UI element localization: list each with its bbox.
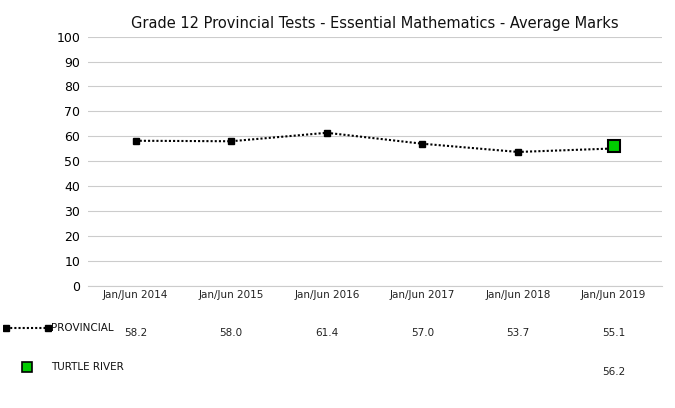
Text: Jan/Jun 2014: Jan/Jun 2014: [103, 290, 168, 300]
Text: PROVINCIAL: PROVINCIAL: [51, 324, 113, 333]
Text: Jan/Jun 2018: Jan/Jun 2018: [485, 290, 551, 300]
Text: 53.7: 53.7: [506, 328, 530, 339]
Text: Jan/Jun 2017: Jan/Jun 2017: [389, 290, 455, 300]
Text: Jan/Jun 2019: Jan/Jun 2019: [581, 290, 647, 300]
Text: 58.0: 58.0: [219, 328, 243, 339]
Text: Jan/Jun 2016: Jan/Jun 2016: [294, 290, 360, 300]
Text: 57.0: 57.0: [411, 328, 434, 339]
Text: TURTLE RIVER: TURTLE RIVER: [51, 362, 124, 372]
Text: 56.2: 56.2: [602, 367, 625, 377]
Text: 58.2: 58.2: [124, 328, 147, 339]
Text: Jan/Jun 2015: Jan/Jun 2015: [198, 290, 264, 300]
Text: 55.1: 55.1: [602, 328, 625, 339]
Title: Grade 12 Provincial Tests - Essential Mathematics - Average Marks: Grade 12 Provincial Tests - Essential Ma…: [131, 16, 618, 31]
Text: 61.4: 61.4: [315, 328, 338, 339]
